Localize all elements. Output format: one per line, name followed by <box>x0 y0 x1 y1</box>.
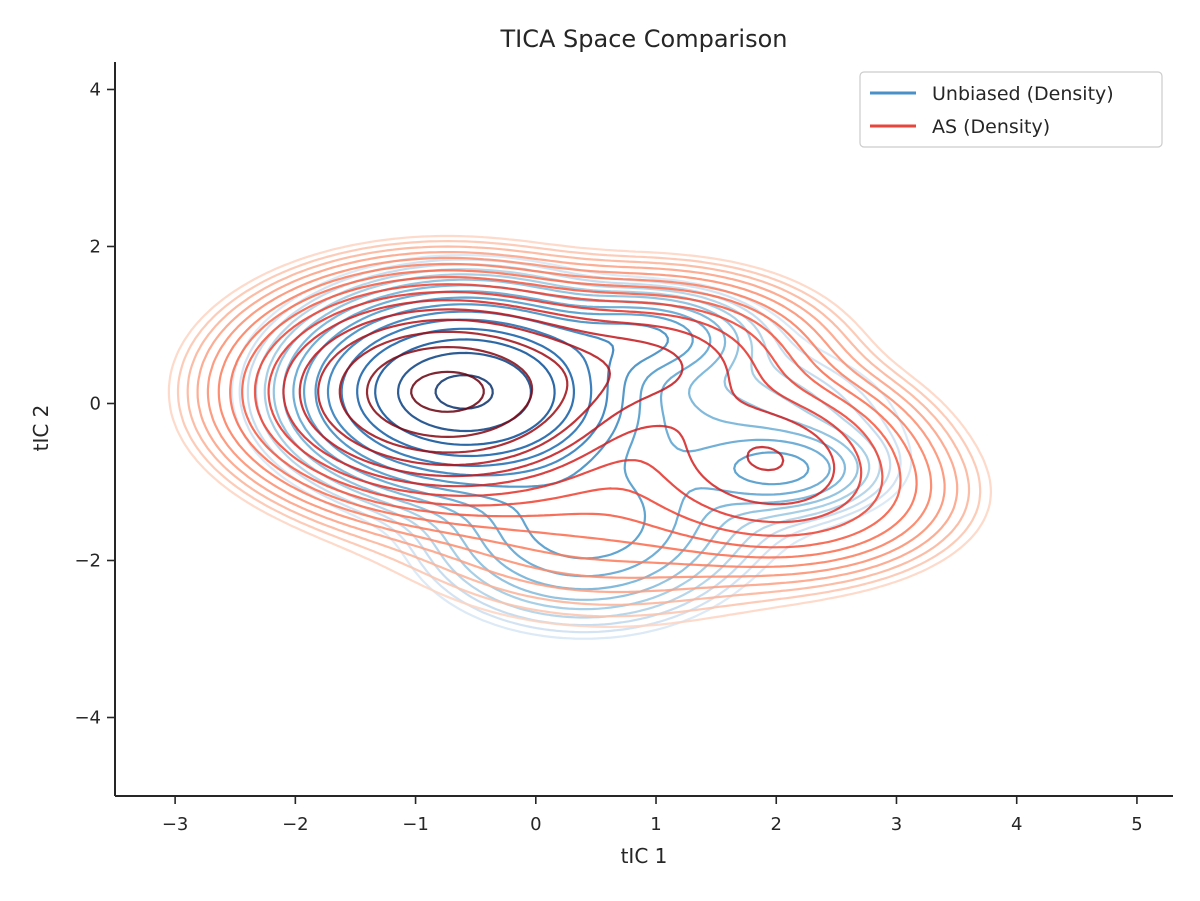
y-tick-label: 0 <box>90 393 101 414</box>
x-tick-label: −3 <box>162 814 189 835</box>
contour-level <box>176 240 982 618</box>
contour-level <box>253 283 884 537</box>
contour-level <box>186 245 971 606</box>
contour-level <box>298 308 785 478</box>
chart-title: TICA Space Comparison <box>499 25 787 53</box>
contour-level <box>229 269 918 559</box>
legend-frame <box>859 71 1163 148</box>
y-tick-label: −2 <box>74 550 101 571</box>
contour-level <box>167 234 992 628</box>
y-axis-label: tIC 2 <box>29 405 53 452</box>
legend-label-as: AS (Density) <box>932 116 1050 138</box>
contour-level <box>282 299 836 506</box>
tick-marks: −3 −2 −1 0 1 2 3 4 5 −4 −2 0 2 4 <box>74 79 1142 835</box>
x-axis-label: tIC 1 <box>621 844 668 868</box>
as-density-contours <box>167 234 992 628</box>
contour-level <box>338 330 569 454</box>
x-tick-label: 1 <box>650 814 661 835</box>
legend: Unbiased (Density) AS (Density) <box>859 71 1163 148</box>
x-tick-label: 5 <box>1131 814 1142 835</box>
contour-level <box>263 273 871 611</box>
legend-label-unbiased: Unbiased (Density) <box>932 83 1114 105</box>
contour-level <box>317 318 611 467</box>
contour-level <box>365 346 534 438</box>
x-tick-label: −1 <box>402 814 429 835</box>
y-tick-label: 2 <box>90 236 101 257</box>
axes <box>114 62 1173 797</box>
x-tick-label: 2 <box>771 814 782 835</box>
x-tick-label: 0 <box>530 814 541 835</box>
contour-level <box>241 276 902 549</box>
contour-level <box>267 290 863 524</box>
contour-level <box>374 338 556 446</box>
contour-level <box>434 374 494 410</box>
x-tick-label: 4 <box>1011 814 1022 835</box>
x-tick-label: 3 <box>891 814 902 835</box>
contour-level <box>206 256 946 579</box>
contour-level <box>410 370 485 413</box>
x-tick-label: −2 <box>282 814 309 835</box>
y-tick-label: 4 <box>90 79 101 100</box>
contour-level <box>196 251 959 594</box>
contour-level <box>217 262 933 568</box>
y-tick-label: −4 <box>74 707 101 728</box>
